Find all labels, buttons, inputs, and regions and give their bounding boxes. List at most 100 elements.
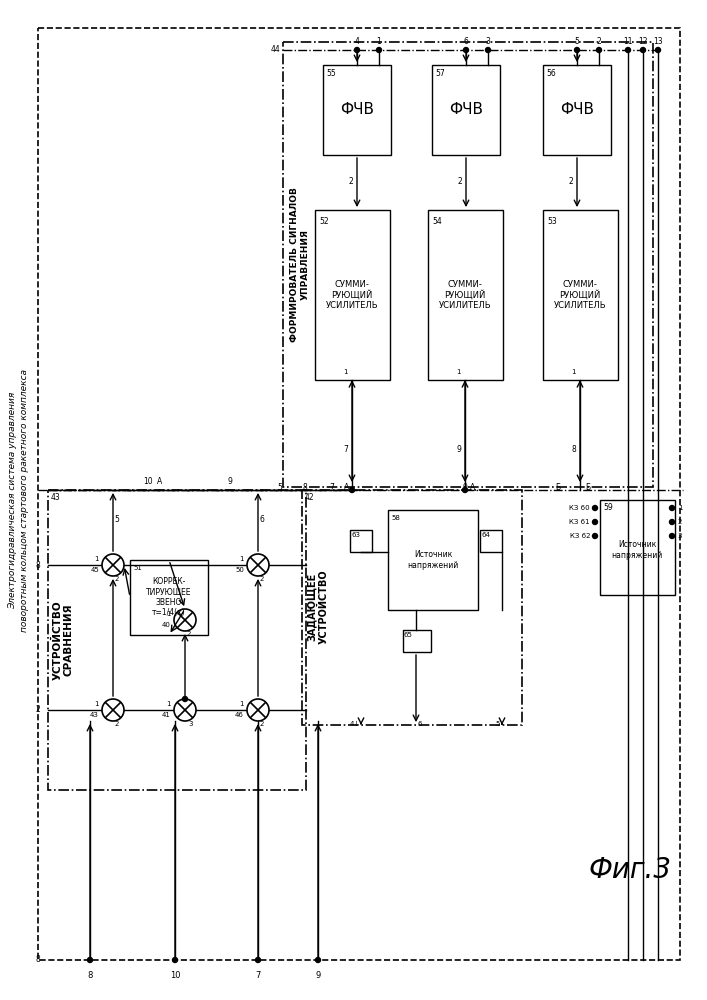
Text: 51: 51 (133, 565, 142, 571)
Text: А: А (344, 484, 350, 492)
Text: 58: 58 (391, 515, 400, 521)
Bar (428, 210, 503, 380)
Text: 53: 53 (547, 218, 556, 227)
Bar (480, 530, 502, 552)
Bar (130, 560, 208, 635)
Text: 63: 63 (351, 532, 360, 538)
Text: СУММИ-
РУЮЩИЙ
УСИЛИТЕЛЬ: СУММИ- РУЮЩИЙ УСИЛИТЕЛЬ (554, 280, 607, 310)
Bar (543, 65, 611, 155)
Text: Источник
напряжений: Источник напряжений (612, 540, 662, 560)
Circle shape (592, 506, 597, 510)
Text: 54: 54 (432, 218, 442, 227)
Text: А: А (158, 478, 163, 487)
Text: Электрогидравлическая система управления: Электрогидравлическая система управления (8, 391, 18, 609)
Text: КЗ 62: КЗ 62 (570, 533, 590, 539)
Circle shape (354, 47, 359, 52)
Text: ФЧВ: ФЧВ (449, 103, 483, 117)
Bar (432, 65, 500, 155)
Text: 55: 55 (326, 68, 336, 78)
Text: 43: 43 (90, 712, 99, 718)
Text: 2: 2 (187, 631, 191, 637)
Text: 1: 1 (457, 369, 461, 375)
Text: 4: 4 (355, 37, 359, 46)
Text: Б: Б (585, 484, 590, 492)
Text: 1: 1 (571, 369, 576, 375)
Circle shape (247, 699, 269, 721)
Circle shape (626, 47, 631, 52)
Circle shape (173, 958, 177, 962)
Text: 6: 6 (259, 516, 264, 524)
Bar (403, 630, 431, 652)
Text: КОРРЕК-
ТИРУЮЩЕЕ
ЗВЕНО
т=1/4(х): КОРРЕК- ТИРУЮЩЕЕ ЗВЕНО т=1/4(х) (146, 577, 192, 617)
Text: 52: 52 (319, 218, 329, 227)
Text: 1: 1 (240, 701, 244, 707)
Bar (543, 210, 618, 380)
Text: 3: 3 (678, 533, 682, 539)
Text: 46: 46 (235, 712, 244, 718)
Text: 5: 5 (278, 484, 282, 492)
Text: 1: 1 (678, 505, 682, 511)
Text: 1: 1 (95, 701, 99, 707)
Text: 8: 8 (87, 970, 93, 980)
Circle shape (462, 488, 467, 492)
Text: ФЧВ: ФЧВ (340, 103, 374, 117)
Text: 1: 1 (167, 701, 171, 707)
Text: 6: 6 (418, 721, 422, 727)
Text: 2: 2 (259, 721, 264, 727)
Bar (315, 210, 390, 380)
Text: 9: 9 (228, 478, 233, 487)
Text: 2: 2 (457, 178, 462, 186)
Text: 5: 5 (575, 37, 580, 46)
Text: 5: 5 (115, 516, 119, 524)
Text: 7: 7 (329, 484, 334, 492)
Text: 11: 11 (624, 37, 633, 46)
Text: 57: 57 (435, 68, 445, 78)
Text: 8: 8 (35, 956, 40, 964)
Text: 56: 56 (546, 68, 556, 78)
Text: 2: 2 (568, 178, 573, 186)
Circle shape (575, 47, 580, 52)
Bar (283, 42, 653, 487)
Text: ФЧВ: ФЧВ (560, 103, 594, 117)
Text: 3: 3 (486, 37, 491, 46)
Bar (600, 500, 675, 595)
Text: 8: 8 (35, 560, 40, 570)
Text: СУММИ-
РУЮЩИЙ
УСИЛИТЕЛЬ: СУММИ- РУЮЩИЙ УСИЛИТЕЛЬ (438, 280, 491, 310)
Circle shape (670, 534, 674, 538)
Text: 3: 3 (189, 721, 193, 727)
Circle shape (670, 520, 674, 524)
Text: 1: 1 (167, 611, 171, 617)
Text: 64: 64 (481, 532, 490, 538)
Circle shape (670, 506, 674, 510)
Bar (48, 490, 306, 790)
Circle shape (102, 554, 124, 576)
Text: 1: 1 (240, 556, 244, 562)
Text: Источник
напряжений: Источник напряжений (407, 550, 459, 570)
Text: УСТРОЙСТВО
СРАВНЕНИЯ: УСТРОЙСТВО СРАВНЕНИЯ (52, 600, 74, 680)
Text: 8: 8 (571, 446, 576, 454)
Text: 2: 2 (349, 178, 353, 186)
Text: поворотным кольцом стартового ракетного комплекса: поворотным кольцом стартового ракетного … (21, 368, 30, 632)
Text: 45: 45 (90, 567, 99, 573)
Text: 12: 12 (638, 37, 648, 46)
Circle shape (174, 609, 196, 631)
Text: 7: 7 (343, 446, 348, 454)
Circle shape (597, 47, 602, 52)
Bar (350, 530, 372, 552)
Text: 41: 41 (162, 712, 171, 718)
Text: 2: 2 (35, 706, 40, 714)
Text: 59: 59 (603, 504, 613, 512)
Text: 9: 9 (462, 484, 467, 492)
Text: ФОРМИРОВАТЕЛЬ СИГНАЛОВ
УПРАВЛЕНИЯ: ФОРМИРОВАТЕЛЬ СИГНАЛОВ УПРАВЛЕНИЯ (291, 188, 310, 342)
Text: 9: 9 (315, 970, 321, 980)
Bar (388, 510, 478, 610)
Text: 2: 2 (597, 37, 602, 46)
Text: 1: 1 (377, 37, 381, 46)
Circle shape (349, 488, 354, 492)
Bar (323, 65, 391, 155)
Circle shape (464, 47, 469, 52)
Text: КЗ 60: КЗ 60 (569, 505, 590, 511)
Text: А: А (470, 484, 476, 492)
Circle shape (377, 47, 382, 52)
Text: 13: 13 (653, 37, 663, 46)
